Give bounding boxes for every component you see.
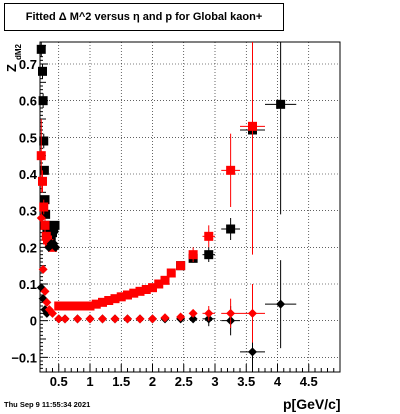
y-axis-label-sub: dM2 <box>14 43 23 60</box>
diamond-marker <box>40 286 50 296</box>
square-marker <box>135 286 145 296</box>
square-marker <box>41 209 51 219</box>
square-marker <box>39 165 49 175</box>
diamond-marker <box>188 308 198 318</box>
diamond-marker <box>148 314 157 324</box>
diamond-marker <box>36 213 46 223</box>
data-marks <box>36 42 297 372</box>
y-tick-label: 0.5 <box>19 130 37 145</box>
diamond-marker <box>38 264 48 274</box>
y-tick-label: 0.6 <box>19 94 37 109</box>
y-tick-label: 0.1 <box>19 277 37 292</box>
square-marker <box>38 96 48 106</box>
x-tick-label: 1 <box>86 374 93 389</box>
diamond-marker <box>123 314 132 324</box>
chart-title: Fitted Δ M^2 versus η and p for Global k… <box>4 3 284 31</box>
diamond-marker <box>42 297 52 307</box>
x-axis-label: p[GeV/c] <box>283 396 341 412</box>
square-marker <box>226 224 236 234</box>
square-marker <box>38 66 47 76</box>
diamond-marker <box>176 312 186 322</box>
square-marker <box>204 231 214 241</box>
y-axis-label-main: Z <box>4 64 19 72</box>
square-marker <box>160 275 170 285</box>
square-marker <box>36 151 46 161</box>
square-marker <box>98 297 107 307</box>
square-marker <box>110 294 120 304</box>
square-marker <box>141 285 151 294</box>
square-marker <box>204 250 214 260</box>
square-marker <box>176 261 186 271</box>
diamond-marker <box>54 314 64 324</box>
x-tick-label: 3.5 <box>237 374 255 389</box>
square-marker <box>38 176 47 186</box>
square-marker <box>40 195 50 205</box>
square-marker <box>54 301 64 311</box>
square-marker <box>248 121 257 131</box>
y-tick-label: 0 <box>30 314 37 329</box>
series-3 <box>36 210 265 343</box>
square-marker <box>39 136 49 146</box>
square-marker <box>166 268 176 278</box>
y-tick-label: −0.1 <box>11 350 37 365</box>
y-tick-label: 0.2 <box>19 240 37 255</box>
y-tick-label: 0.4 <box>19 167 38 182</box>
diamond-marker <box>51 242 61 252</box>
diamond-marker <box>276 299 286 309</box>
square-marker <box>60 301 70 311</box>
plot-frame <box>39 41 341 373</box>
x-tick-label: 3 <box>211 374 218 389</box>
diamond-marker <box>204 308 214 318</box>
diamond-marker <box>110 314 120 324</box>
square-marker <box>85 301 95 311</box>
diamond-marker <box>226 308 236 318</box>
diamond-marker <box>248 308 257 318</box>
square-marker <box>50 220 60 230</box>
square-marker <box>91 299 101 309</box>
square-marker <box>148 283 157 293</box>
square-marker <box>79 301 89 311</box>
x-tick-label: 4 <box>274 374 282 389</box>
square-marker <box>40 220 50 230</box>
square-marker <box>123 290 132 300</box>
square-marker <box>39 202 49 212</box>
square-marker <box>104 296 114 305</box>
y-tick-label: 0.3 <box>19 204 37 219</box>
y-tick-label: 0.7 <box>19 57 37 72</box>
diamond-marker <box>60 314 70 324</box>
diamond-marker <box>98 314 107 324</box>
x-tick-label: 0.5 <box>50 374 68 389</box>
x-tick-label: 4.5 <box>300 374 318 389</box>
diamond-marker <box>48 308 57 318</box>
timestamp: Thu Sep 9 11:55:34 2021 <box>4 400 91 409</box>
square-marker <box>129 288 139 298</box>
x-tick-label: 1.5 <box>112 374 130 389</box>
diamond-marker <box>188 314 198 324</box>
x-tick-label: 2 <box>149 374 156 389</box>
x-tick-label: 2.5 <box>175 374 193 389</box>
grid-lines <box>40 42 340 372</box>
square-marker <box>73 301 82 311</box>
diamond-marker <box>160 313 170 323</box>
square-marker <box>66 301 76 311</box>
diamond-marker <box>248 347 257 357</box>
diamond-marker <box>85 314 95 324</box>
square-marker <box>276 99 286 109</box>
diamond-marker <box>73 314 82 324</box>
y-axis-label: Z dM2 <box>4 43 23 72</box>
square-marker <box>226 165 236 175</box>
square-marker <box>116 292 126 302</box>
square-marker <box>154 279 164 289</box>
square-marker <box>36 44 46 54</box>
diamond-marker <box>135 314 145 324</box>
square-marker <box>188 250 198 260</box>
